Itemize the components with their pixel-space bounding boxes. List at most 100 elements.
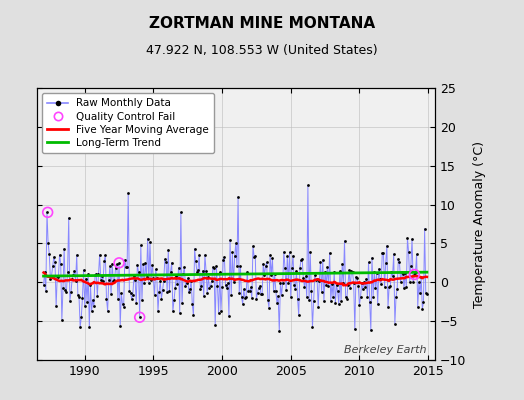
Point (169, 308, 177, 314)
Point (144, 235, 152, 242)
Point (371, 285, 379, 291)
Point (63, 268, 72, 275)
Point (377, 281, 385, 287)
Point (140, 280, 148, 286)
Point (200, 293, 208, 300)
Point (67, 289, 75, 296)
Point (123, 264, 132, 270)
Point (328, 280, 336, 287)
Point (212, 263, 221, 270)
Point (357, 280, 366, 287)
Point (221, 282, 230, 288)
Point (266, 252, 275, 258)
Point (76, 324, 84, 330)
Point (386, 283, 395, 290)
Point (416, 290, 424, 297)
Point (199, 268, 207, 274)
Point (90, 303, 98, 310)
Point (227, 292, 235, 299)
Point (99, 278, 107, 284)
Point (59, 285, 67, 292)
Point (263, 259, 271, 266)
Point (54, 274, 62, 280)
Point (119, 304, 128, 310)
Point (136, 314, 144, 320)
Point (209, 264, 217, 270)
Point (232, 240, 240, 246)
Point (383, 242, 391, 249)
Point (115, 260, 123, 266)
Point (321, 268, 329, 275)
Point (394, 256, 402, 262)
Point (88, 308, 96, 314)
Point (370, 269, 378, 276)
Point (396, 279, 405, 285)
Point (57, 261, 65, 267)
Point (131, 276, 139, 283)
Point (398, 268, 406, 275)
Point (336, 268, 344, 274)
Point (215, 269, 224, 275)
Point (346, 284, 354, 291)
Point (205, 285, 214, 291)
Point (302, 294, 311, 300)
Point (163, 289, 171, 295)
Point (279, 280, 287, 286)
Point (338, 261, 346, 268)
Point (364, 259, 373, 266)
Point (238, 301, 247, 307)
Point (230, 279, 238, 286)
Point (267, 272, 276, 278)
Point (158, 287, 167, 293)
Point (356, 294, 365, 300)
Point (49, 263, 57, 269)
Point (233, 262, 241, 269)
Point (82, 276, 90, 282)
Point (174, 264, 183, 271)
Point (275, 328, 283, 335)
Point (236, 263, 245, 269)
Point (152, 274, 161, 281)
Point (91, 272, 99, 278)
Point (208, 278, 216, 284)
Point (92, 270, 101, 277)
Point (217, 308, 225, 314)
Point (201, 252, 209, 258)
Point (94, 271, 103, 278)
Point (376, 275, 384, 282)
Point (66, 298, 74, 304)
Point (411, 270, 420, 276)
Point (188, 301, 196, 308)
Point (378, 250, 387, 257)
Point (286, 249, 294, 256)
Point (157, 296, 166, 302)
Point (186, 285, 194, 292)
Point (257, 291, 265, 298)
Point (340, 238, 348, 244)
Point (414, 279, 423, 286)
Point (118, 301, 127, 308)
Point (361, 283, 369, 290)
Point (250, 254, 258, 260)
Point (168, 259, 176, 266)
Point (269, 288, 278, 294)
Legend: Raw Monthly Data, Quality Control Fail, Five Year Moving Average, Long-Term Tren: Raw Monthly Data, Quality Control Fail, … (42, 93, 214, 153)
Point (78, 294, 86, 301)
Point (61, 286, 70, 293)
Point (39, 282, 48, 288)
Point (261, 263, 270, 269)
Point (260, 272, 269, 278)
Point (173, 281, 182, 288)
Point (64, 215, 73, 221)
Point (283, 253, 291, 259)
Point (115, 260, 123, 266)
Point (410, 271, 419, 278)
Point (124, 190, 133, 196)
Point (52, 303, 60, 310)
Text: 47.922 N, 108.553 W (United States): 47.922 N, 108.553 W (United States) (146, 44, 378, 57)
Point (301, 272, 310, 279)
Point (143, 274, 151, 280)
Point (314, 303, 322, 310)
Point (353, 275, 361, 282)
Point (391, 320, 399, 327)
